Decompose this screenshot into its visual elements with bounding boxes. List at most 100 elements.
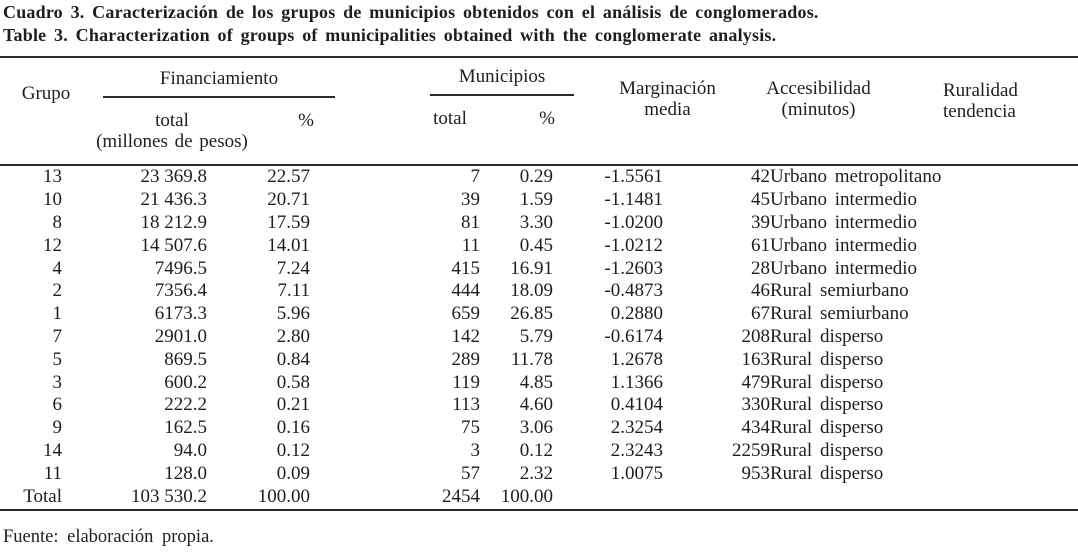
cell-grupo: 6 <box>52 394 63 416</box>
cell-grupo: 11 <box>43 462 62 484</box>
header-municipios: Municipios <box>458 66 546 87</box>
header-marginacion-line2: media <box>644 99 691 120</box>
cell-fin-total: 7356.4 <box>154 280 207 302</box>
cell-fin-pct: 22.57 <box>267 166 310 188</box>
cell-mun-total: 7 <box>470 166 481 188</box>
cell-fin-pct: 20.71 <box>267 189 310 211</box>
cell-ruralidad: Rural disperso <box>770 394 884 416</box>
cell-mun-total: 289 <box>451 348 481 370</box>
cell-accesibilidad: 42 <box>751 166 770 188</box>
cell-fin-total: 103 530.2 <box>131 485 207 507</box>
cell-fin-total: 600.2 <box>164 371 207 393</box>
cell-fin-total: 6173.3 <box>154 303 207 325</box>
cell-fin-pct: 0.09 <box>276 462 310 484</box>
cell-ruralidad: Urbano intermedio <box>770 189 918 211</box>
cell-ruralidad: Urbano intermedio <box>770 234 918 256</box>
cell-fin-total: 7496.5 <box>154 257 207 279</box>
cell-fin-pct: 0.58 <box>276 371 310 393</box>
cell-marginacion: 2.3243 <box>610 439 663 461</box>
header-marginacion-line1: Marginación <box>619 78 716 99</box>
cell-fin-pct: 17.59 <box>267 211 310 233</box>
cell-marginacion: -1.5561 <box>604 166 663 188</box>
cell-mun-total: 81 <box>461 211 480 233</box>
cell-ruralidad: Rural disperso <box>770 348 884 370</box>
header-mun-total: total <box>433 108 467 129</box>
cell-fin-pct: 0.12 <box>276 439 310 461</box>
cell-ruralidad: Urbano metropolitano <box>770 166 942 188</box>
cell-grupo: 8 <box>52 211 63 233</box>
table-row: 8 18 212.9 17.59 81 3.30 -1.0200 39 Urba… <box>0 212 1078 235</box>
cell-mun-pct: 1.59 <box>519 189 553 211</box>
cell-ruralidad: Rural semiurbano <box>770 280 909 302</box>
cell-grupo: 3 <box>52 371 63 393</box>
cell-marginacion: 0.2880 <box>610 303 663 325</box>
cell-accesibilidad <box>663 485 770 508</box>
data-table: 13 23 369.8 22.57 7 0.29 -1.5561 42 Urba… <box>0 166 1078 508</box>
cell-marginacion: 2.3254 <box>610 417 663 439</box>
cell-marginacion: -0.4873 <box>604 280 663 302</box>
cell-accesibilidad: 479 <box>741 371 771 393</box>
cell-mun-pct: 2.32 <box>519 462 553 484</box>
table-row: 3 600.2 0.58 119 4.85 1.1366 479 Rural d… <box>0 371 1078 394</box>
header-fin-total-line2: (millones de pesos) <box>96 131 248 152</box>
caption-spanish: Cuadro 3. Caracterización de los grupos … <box>3 2 819 22</box>
cell-accesibilidad: 67 <box>751 303 770 325</box>
cell-mun-total: 142 <box>451 325 481 347</box>
header-accesibilidad-line1: Accesibilidad <box>766 78 871 99</box>
cell-fin-total: 869.5 <box>164 348 207 370</box>
cell-marginacion: -1.2603 <box>604 257 663 279</box>
cell-ruralidad: Urbano intermedio <box>770 211 918 233</box>
cell-accesibilidad: 434 <box>741 417 771 439</box>
cell-mun-total: 119 <box>452 371 480 393</box>
cell-marginacion: 1.2678 <box>610 348 663 370</box>
cell-fin-total: 21 436.3 <box>140 189 208 211</box>
cell-marginacion: 1.1366 <box>610 371 663 393</box>
table-row: 5 869.5 0.84 289 11.78 1.2678 163 Rural … <box>0 348 1078 371</box>
header-ruralidad-line2: tendencia <box>943 101 1016 122</box>
cell-marginacion: -0.6174 <box>604 325 663 347</box>
cell-mun-total: 57 <box>461 462 480 484</box>
cell-marginacion: -1.0212 <box>604 234 663 256</box>
table-row: 12 14 507.6 14.01 11 0.45 -1.0212 61 Urb… <box>0 234 1078 257</box>
cell-fin-total: 128.0 <box>164 462 207 484</box>
table-row: 13 23 369.8 22.57 7 0.29 -1.5561 42 Urba… <box>0 166 1078 189</box>
header-fin-pct: % <box>298 110 314 131</box>
cell-marginacion: -1.1481 <box>604 189 663 211</box>
cell-grupo: 14 <box>43 439 62 461</box>
cell-fin-pct: 0.21 <box>276 394 310 416</box>
cell-fin-total: 94.0 <box>173 439 207 461</box>
cell-grupo: 9 <box>52 417 63 439</box>
cell-accesibilidad: 46 <box>751 280 770 302</box>
cell-accesibilidad: 45 <box>751 189 770 211</box>
header-mun-pct: % <box>539 108 555 129</box>
table-header: Grupo Financiamiento total (millones de … <box>0 58 1078 164</box>
cell-mun-total: 75 <box>461 417 480 439</box>
cell-mun-pct: 0.45 <box>519 234 553 256</box>
table-total-row: Total 103 530.2 100.00 2454 100.00 <box>0 485 1078 508</box>
cell-marginacion: -1.0200 <box>604 211 663 233</box>
cell-accesibilidad: 330 <box>741 394 771 416</box>
table-row: 6 222.2 0.21 113 4.60 0.4104 330 Rural d… <box>0 394 1078 417</box>
cell-ruralidad: Rural disperso <box>770 439 884 461</box>
cell-accesibilidad: 28 <box>751 257 770 279</box>
cell-accesibilidad: 163 <box>741 348 771 370</box>
cell-accesibilidad: 39 <box>751 211 770 233</box>
cell-grupo: 4 <box>52 257 63 279</box>
cell-mun-pct: 0.29 <box>519 166 553 188</box>
cell-grupo: 7 <box>52 325 63 347</box>
cell-grupo: Total <box>23 485 62 507</box>
table-top-rule <box>0 56 1078 58</box>
cell-mun-pct: 5.79 <box>519 325 553 347</box>
cell-ruralidad: Rural disperso <box>770 325 884 347</box>
cell-mun-pct: 26.85 <box>510 303 553 325</box>
cell-mun-total: 113 <box>452 394 480 416</box>
cell-fin-pct: 100.00 <box>257 485 310 507</box>
cell-fin-total: 162.5 <box>164 417 207 439</box>
cell-ruralidad: Rural disperso <box>770 417 884 439</box>
cell-fin-total: 2901.0 <box>154 325 207 347</box>
cell-mun-total: 11 <box>461 234 480 256</box>
cell-ruralidad: Rural semiurbano <box>770 303 909 325</box>
cell-accesibilidad: 61 <box>751 234 770 256</box>
table-row: 9 162.5 0.16 75 3.06 2.3254 434 Rural di… <box>0 417 1078 440</box>
header-accesibilidad: Accesibilidad (minutos) <box>745 78 892 120</box>
